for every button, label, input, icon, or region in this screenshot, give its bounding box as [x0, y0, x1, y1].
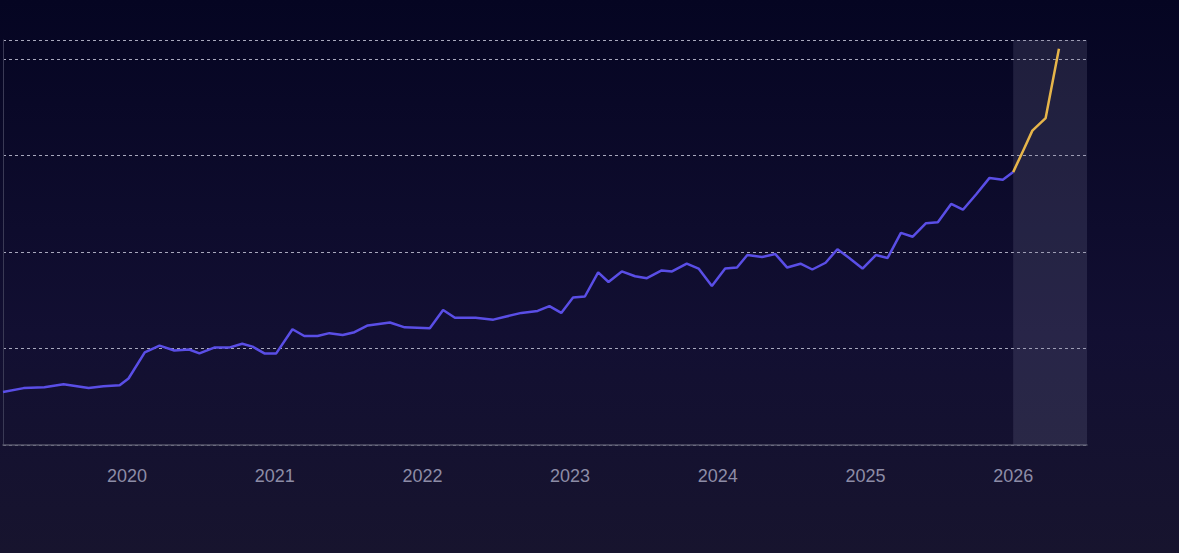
svg-text:2026: 2026	[993, 466, 1033, 486]
svg-text:2022: 2022	[402, 466, 442, 486]
svg-text:2021: 2021	[255, 466, 295, 486]
svg-text:2020: 2020	[107, 466, 147, 486]
svg-text:2024: 2024	[698, 466, 738, 486]
svg-text:2023: 2023	[550, 466, 590, 486]
svg-text:2025: 2025	[845, 466, 885, 486]
